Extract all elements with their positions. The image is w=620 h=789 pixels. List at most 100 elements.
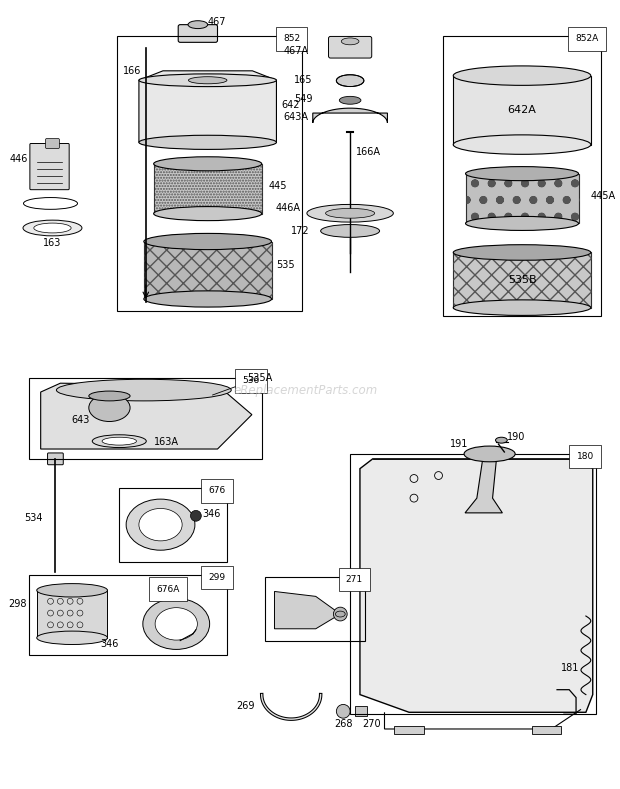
Ellipse shape (337, 75, 364, 87)
FancyBboxPatch shape (48, 453, 63, 465)
Ellipse shape (339, 96, 361, 104)
Ellipse shape (126, 499, 195, 550)
Text: 445A: 445A (591, 191, 616, 200)
Text: 269: 269 (236, 701, 255, 712)
Text: 299: 299 (208, 573, 225, 581)
Polygon shape (453, 252, 591, 308)
Text: 467: 467 (208, 17, 226, 27)
Bar (265, 577, 365, 641)
Polygon shape (466, 174, 578, 223)
Ellipse shape (495, 437, 507, 443)
Ellipse shape (37, 584, 107, 597)
Ellipse shape (464, 446, 515, 462)
Polygon shape (154, 164, 262, 214)
Ellipse shape (466, 216, 578, 230)
Ellipse shape (188, 21, 208, 28)
Text: 535A: 535A (247, 373, 272, 383)
Text: 536: 536 (242, 376, 260, 385)
Bar (119, 488, 228, 562)
Text: 445: 445 (268, 181, 287, 191)
FancyBboxPatch shape (178, 24, 218, 43)
Bar (394, 726, 424, 734)
Text: 190: 190 (507, 432, 526, 442)
Text: 642: 642 (281, 100, 300, 110)
Text: 268: 268 (334, 719, 353, 729)
Text: 181: 181 (561, 663, 580, 673)
Polygon shape (453, 76, 591, 144)
Polygon shape (275, 592, 340, 629)
Polygon shape (41, 383, 252, 449)
Text: 446: 446 (9, 154, 28, 164)
Text: 270: 270 (362, 719, 381, 729)
Ellipse shape (341, 38, 359, 45)
Ellipse shape (188, 77, 227, 84)
Text: 535B: 535B (508, 275, 536, 285)
Circle shape (337, 705, 350, 718)
Ellipse shape (453, 300, 591, 316)
Bar (350, 454, 596, 714)
Ellipse shape (139, 508, 182, 541)
Text: 643: 643 (71, 414, 90, 424)
Text: 271: 271 (346, 574, 363, 584)
Ellipse shape (92, 435, 146, 447)
Ellipse shape (453, 245, 591, 260)
Text: 676: 676 (208, 486, 225, 495)
Ellipse shape (154, 157, 262, 171)
Ellipse shape (335, 611, 345, 617)
Ellipse shape (154, 207, 262, 221)
Ellipse shape (37, 631, 107, 645)
Text: 163: 163 (43, 237, 61, 248)
Text: 642A: 642A (508, 105, 536, 115)
Text: 163A: 163A (154, 437, 179, 447)
Text: 346: 346 (100, 638, 118, 649)
Ellipse shape (89, 391, 130, 401)
Polygon shape (465, 459, 502, 513)
Text: 852A: 852A (575, 35, 599, 43)
Ellipse shape (144, 234, 272, 249)
Ellipse shape (307, 204, 393, 222)
Text: 298: 298 (9, 599, 27, 609)
Ellipse shape (56, 380, 231, 401)
Bar (117, 36, 302, 312)
Text: 165: 165 (294, 75, 312, 84)
Ellipse shape (102, 437, 136, 445)
Polygon shape (37, 590, 107, 638)
Bar (29, 574, 228, 656)
Bar (355, 706, 367, 716)
Text: 166: 166 (123, 65, 141, 76)
Ellipse shape (453, 135, 591, 155)
Text: 166A: 166A (356, 148, 381, 157)
Ellipse shape (139, 135, 277, 149)
Ellipse shape (34, 223, 71, 233)
Text: 446A: 446A (276, 204, 301, 213)
Ellipse shape (321, 225, 379, 237)
Ellipse shape (466, 166, 578, 181)
Text: 191: 191 (450, 439, 468, 449)
Circle shape (190, 510, 202, 522)
Bar (443, 36, 601, 316)
Ellipse shape (453, 66, 591, 85)
Polygon shape (312, 108, 388, 123)
FancyBboxPatch shape (329, 36, 372, 58)
Polygon shape (144, 241, 272, 299)
Ellipse shape (23, 220, 82, 236)
Polygon shape (139, 71, 277, 142)
Polygon shape (360, 459, 593, 712)
Text: 852: 852 (283, 35, 300, 43)
Circle shape (334, 608, 347, 621)
Ellipse shape (143, 598, 210, 649)
Text: 467A: 467A (284, 47, 309, 56)
Text: 534: 534 (24, 513, 43, 523)
Ellipse shape (139, 74, 277, 87)
Bar (532, 726, 561, 734)
FancyBboxPatch shape (46, 139, 60, 148)
Ellipse shape (326, 208, 374, 219)
Text: 346: 346 (203, 509, 221, 519)
Text: 643A: 643A (283, 112, 308, 122)
Ellipse shape (155, 608, 197, 640)
Text: 180: 180 (577, 452, 594, 461)
Text: 535: 535 (277, 260, 295, 271)
FancyBboxPatch shape (30, 144, 69, 189)
Text: eReplacementParts.com: eReplacementParts.com (234, 383, 378, 397)
Ellipse shape (144, 291, 272, 307)
